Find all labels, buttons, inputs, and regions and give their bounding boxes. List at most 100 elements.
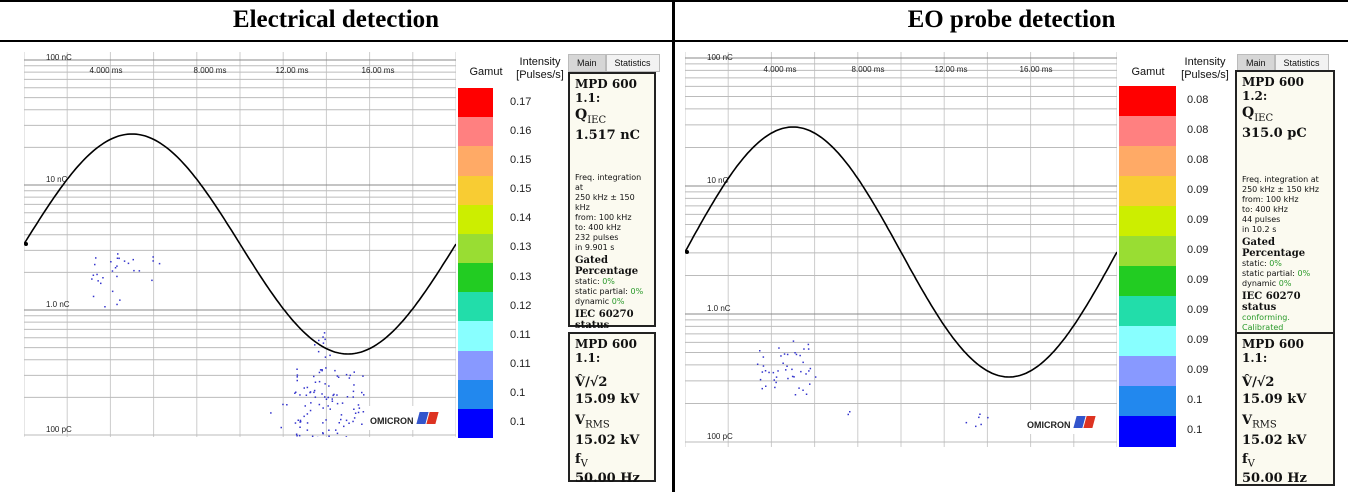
gamut-colorbar bbox=[458, 88, 493, 439]
sine-start-marker bbox=[24, 242, 28, 246]
pd-pulse-point bbox=[357, 411, 360, 414]
pd-pulse-point bbox=[361, 391, 363, 394]
y-axis-label: 100 nC bbox=[707, 53, 733, 62]
left-panel: 100 nC 10 nC 1.0 nC 100 pC 4.000 ms 8.000 ms 1… bbox=[0, 42, 672, 487]
pd-pulse-point bbox=[345, 373, 348, 376]
intensity-value: 0.14 bbox=[510, 212, 532, 225]
x-axis-label: 12.00 ms bbox=[935, 65, 968, 74]
pd-pulse-point bbox=[92, 295, 95, 298]
voltage-device-title: MPD 600 1.1: bbox=[575, 337, 637, 365]
pd-pulse-point bbox=[761, 371, 764, 373]
pd-pulse-point bbox=[306, 413, 309, 415]
pd-pulse-point bbox=[322, 422, 324, 424]
pd-pulse-point bbox=[759, 350, 761, 352]
pd-pulse-point bbox=[92, 274, 95, 276]
pd-pulse-point bbox=[809, 383, 811, 385]
gated-percentage-list: static: 0% static partial: 0% dynamic 0% bbox=[575, 277, 649, 307]
pd-pulse-point bbox=[294, 422, 297, 424]
pd-pulse-point bbox=[324, 396, 326, 398]
pd-pulse-point bbox=[119, 299, 121, 301]
y-axis-label: 100 nC bbox=[46, 53, 72, 62]
x-axis-label: 8.000 ms bbox=[852, 65, 885, 74]
pd-pulse-point bbox=[979, 413, 981, 415]
x-axis-label: 8.000 ms bbox=[194, 66, 227, 75]
pd-pulse-point bbox=[352, 420, 354, 423]
voltage-box: MPD 600 1.1: V̂/√2 15.09 kV VRMS 15.02 k… bbox=[1235, 332, 1335, 486]
pd-pulse-point bbox=[313, 391, 315, 394]
pd-pulse-point bbox=[322, 336, 324, 338]
gamut-cell bbox=[1119, 116, 1176, 147]
pd-pulse-point bbox=[282, 403, 284, 406]
pd-pulse-point bbox=[127, 262, 130, 265]
pd-pulse-point bbox=[309, 409, 312, 412]
pd-pulse-point bbox=[353, 408, 355, 410]
pd-pulse-point bbox=[786, 353, 789, 356]
gamut-cell bbox=[1119, 356, 1176, 387]
gamut-cell bbox=[1119, 146, 1176, 177]
pd-pulse-point bbox=[318, 380, 321, 383]
gamut-cell bbox=[458, 146, 493, 176]
pd-pulse-point bbox=[152, 256, 154, 258]
intensity-value: 0.1 bbox=[1187, 394, 1203, 406]
y-axis-label: 100 pC bbox=[707, 432, 733, 441]
pd-pulse-point bbox=[295, 433, 298, 435]
intensity-values: 0.17 0.16 0.15 0.15 0.14 0.13 0.13 0.12 0.11 0.11… bbox=[510, 88, 550, 438]
pd-pulse-point bbox=[303, 415, 305, 418]
gated-row: static: 0% bbox=[575, 276, 615, 286]
pd-pulse-point bbox=[363, 394, 365, 396]
pd-pulse-point bbox=[346, 396, 349, 398]
gamut-cell bbox=[458, 408, 493, 439]
gamut-cell bbox=[1119, 236, 1176, 267]
pd-pulse-point bbox=[152, 260, 154, 262]
pd-pulse-point bbox=[761, 387, 763, 390]
pd-pulse-point bbox=[978, 416, 980, 419]
freq-integration-info: Freq. integration at 250 kHz ± 150 kHz fro… bbox=[1242, 175, 1328, 235]
v-peak-value: 15.09 kV bbox=[575, 392, 640, 407]
pd-pulse-point bbox=[296, 368, 298, 370]
q-iec-value: 315.0 pC bbox=[1242, 125, 1307, 141]
prpd-plot[interactable]: 100 nC 10 nC 1.0 nC 100 pC 4.000 ms 8.000 ms 1… bbox=[685, 52, 1117, 447]
pd-pulse-point bbox=[110, 261, 112, 263]
pd-pulse-point bbox=[318, 403, 321, 406]
device-title: MPD 600 1.2: bbox=[1242, 75, 1304, 103]
pd-pulse-point bbox=[296, 376, 298, 378]
pd-pulse-point bbox=[340, 418, 342, 421]
pd-pulse-point bbox=[352, 396, 354, 398]
x-axis-label: 12.00 ms bbox=[276, 66, 309, 75]
prpd-plot[interactable]: 100 nC 10 nC 1.0 nC 100 pC 4.000 ms 8.000 ms 1… bbox=[24, 52, 456, 437]
pd-pulse-point bbox=[348, 422, 350, 424]
intensity-value: 0.13 bbox=[510, 241, 532, 254]
y-axis-label: 100 pC bbox=[46, 425, 72, 434]
gamut-cell bbox=[1119, 386, 1176, 417]
pd-pulse-point bbox=[111, 270, 114, 272]
pd-pulse-point bbox=[327, 405, 329, 407]
pd-pulse-point bbox=[340, 414, 343, 416]
freq-info-line: from: 100 kHz bbox=[575, 212, 632, 222]
pd-pulse-point bbox=[756, 363, 759, 365]
pd-pulse-point bbox=[362, 411, 365, 413]
freq-integration-info: Freq. integration at 250 kHz ± 150 kHz fro… bbox=[575, 173, 649, 253]
tab-main[interactable]: Main bbox=[568, 54, 606, 72]
freq-info-line: in 10.2 s bbox=[1242, 224, 1277, 234]
pd-pulse-point bbox=[305, 394, 308, 396]
pd-pulse-point bbox=[324, 383, 326, 385]
pd-pulse-point bbox=[980, 423, 982, 426]
pd-pulse-point bbox=[772, 371, 775, 374]
omicron-logo: OMICRON bbox=[1025, 410, 1096, 434]
pd-pulse-point bbox=[799, 354, 801, 357]
freq-info-line: 232 pulses bbox=[575, 232, 619, 242]
pd-pulse-point bbox=[317, 350, 320, 353]
pd-pulse-point bbox=[783, 353, 786, 355]
intensity-value: 0.09 bbox=[1187, 364, 1209, 376]
iec-status-title: IEC 60270 status bbox=[1242, 290, 1301, 313]
pd-pulse-point bbox=[306, 422, 309, 424]
intensity-value: 0.09 bbox=[1187, 334, 1209, 346]
pd-pulse-point bbox=[329, 354, 331, 357]
pd-pulse-point bbox=[104, 306, 106, 308]
pd-pulse-point bbox=[314, 344, 316, 346]
pd-pulse-point bbox=[321, 369, 323, 371]
pd-pulse-point bbox=[762, 356, 765, 358]
v-rms-label: VRMS bbox=[1242, 413, 1277, 431]
tab-statistics[interactable]: Statistics bbox=[605, 54, 660, 72]
pd-pulse-point bbox=[299, 426, 301, 428]
